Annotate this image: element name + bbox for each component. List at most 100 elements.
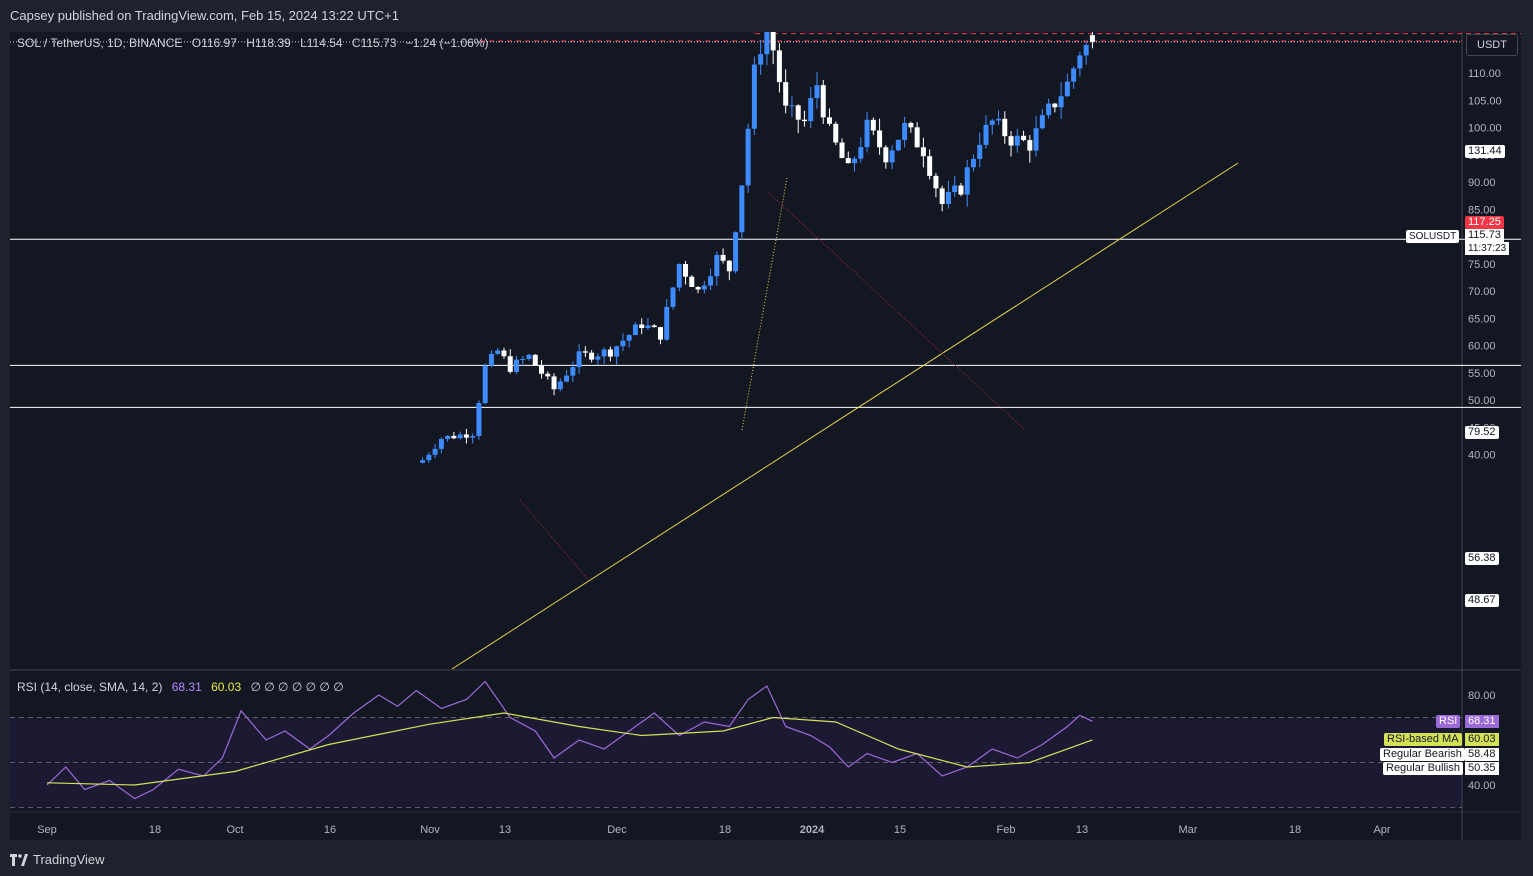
tradingview-logo[interactable]: TradingView bbox=[10, 852, 105, 867]
candle-body-15 bbox=[514, 359, 519, 372]
candle-body-96 bbox=[1021, 135, 1027, 141]
candle-body-79 bbox=[914, 127, 920, 148]
candle-body-23 bbox=[564, 375, 570, 382]
ascending-trendline bbox=[451, 162, 1239, 670]
candle-body-74 bbox=[883, 147, 889, 163]
candle-body-62 bbox=[808, 98, 814, 122]
candle-body-31 bbox=[614, 346, 620, 357]
rsi-bear-tag-value: 58.48 bbox=[1465, 748, 1499, 761]
candle-body-0 bbox=[420, 460, 426, 463]
rsi-tag-label: RSI bbox=[1436, 715, 1461, 728]
candle-body-39 bbox=[664, 306, 670, 340]
candle-body-76 bbox=[895, 139, 901, 151]
candle-body-107 bbox=[1089, 35, 1095, 42]
candle-body-71 bbox=[864, 119, 870, 148]
time-label-8: 2024 bbox=[800, 824, 825, 836]
footer: TradingView bbox=[0, 840, 1533, 876]
candle-body-95 bbox=[1014, 135, 1020, 146]
rsi-bear-tag-label: Regular Bearish bbox=[1380, 748, 1465, 761]
chart-area[interactable]: 145.00140.00135.00130.00125.00120.00110.… bbox=[10, 32, 1521, 840]
tradingview-icon bbox=[10, 853, 28, 866]
price-tick-7: 105.00 bbox=[1468, 95, 1502, 107]
candle-body-65 bbox=[827, 117, 832, 124]
candle-body-1 bbox=[426, 454, 432, 461]
candle-body-53 bbox=[751, 64, 757, 129]
candle-body-48 bbox=[720, 254, 726, 261]
price-tick-14: 65.00 bbox=[1468, 313, 1496, 325]
time-label-7: 18 bbox=[719, 824, 731, 836]
rsi-tick-0: 80.00 bbox=[1468, 690, 1496, 702]
symbol-title[interactable]: SOL / TetherUS, 1D, BINANCE bbox=[17, 36, 183, 50]
price-tick-6: 110.00 bbox=[1468, 68, 1501, 80]
rsi-bull-tag-label: Regular Bullish bbox=[1383, 762, 1463, 775]
rsi-ma-line bbox=[46, 712, 1093, 786]
candle-body-21 bbox=[551, 376, 557, 390]
currency-button[interactable]: USDT bbox=[1466, 34, 1518, 56]
time-label-13: 18 bbox=[1289, 824, 1301, 836]
candle-body-6 bbox=[457, 434, 463, 439]
rsi-line bbox=[46, 680, 1093, 800]
candle-body-47 bbox=[714, 254, 720, 277]
candle-body-98 bbox=[1033, 128, 1039, 151]
candle-body-19 bbox=[539, 365, 545, 374]
close-label: C bbox=[351, 36, 361, 50]
candle-body-32 bbox=[620, 340, 626, 347]
level-tag-56: 56.38 bbox=[1465, 552, 1499, 565]
candle-body-18 bbox=[532, 354, 538, 366]
candle-body-78 bbox=[908, 122, 914, 128]
candle-body-90 bbox=[983, 124, 989, 145]
candle-body-69 bbox=[852, 158, 858, 164]
candle-body-11 bbox=[488, 353, 494, 366]
impulse-dotted-line bbox=[741, 177, 788, 431]
candle-body-55 bbox=[764, 32, 770, 55]
candle-body-91 bbox=[989, 120, 995, 125]
candle-body-45 bbox=[701, 285, 707, 290]
candle-body-28 bbox=[595, 356, 601, 360]
candle-body-25 bbox=[576, 351, 582, 368]
level-tag-79: 79.52 bbox=[1465, 426, 1499, 439]
chart-canvas[interactable]: 145.00140.00135.00130.00125.00120.00110.… bbox=[10, 32, 1521, 840]
candle-body-9 bbox=[476, 403, 482, 436]
rsi-title[interactable]: RSI (14, close, SMA, 14, 2) bbox=[17, 680, 163, 694]
time-label-0: Sep bbox=[37, 824, 57, 836]
low-label: L bbox=[300, 36, 307, 50]
descending-dotted-trendline bbox=[767, 191, 1026, 431]
last-price-tag: 115.73 bbox=[1465, 229, 1504, 242]
candle-body-72 bbox=[870, 119, 876, 131]
candle-body-20 bbox=[545, 373, 551, 377]
candle-body-29 bbox=[601, 349, 607, 357]
time-label-14: Apr bbox=[1373, 824, 1390, 836]
price-tick-8: 100.00 bbox=[1468, 123, 1502, 135]
candle-body-7 bbox=[463, 434, 469, 438]
time-label-10: Feb bbox=[997, 824, 1016, 836]
candle-body-80 bbox=[920, 147, 926, 157]
candle-body-99 bbox=[1039, 115, 1045, 129]
price-tick-12: 75.00 bbox=[1468, 259, 1496, 271]
candle-body-77 bbox=[902, 122, 908, 140]
candle-body-44 bbox=[695, 286, 701, 290]
candle-body-105 bbox=[1077, 55, 1083, 69]
price-tick-19: 40.00 bbox=[1468, 450, 1496, 462]
symbol-legend: SOL / TetherUS, 1D, BINANCE O116.97 H118… bbox=[17, 36, 494, 50]
candle-body-60 bbox=[795, 105, 801, 120]
time-label-1: 18 bbox=[149, 824, 161, 836]
open-label: O bbox=[191, 36, 202, 50]
rsi-legend-value: 68.31 bbox=[171, 680, 202, 694]
time-label-6: Dec bbox=[607, 824, 627, 836]
candle-body-13 bbox=[501, 350, 507, 357]
candle-body-14 bbox=[507, 356, 513, 372]
candle-body-82 bbox=[933, 175, 939, 189]
candle-body-64 bbox=[820, 85, 826, 118]
candle-body-84 bbox=[945, 192, 951, 205]
candle-body-103 bbox=[1064, 81, 1070, 97]
price-tick-16: 55.00 bbox=[1468, 368, 1496, 380]
candle-body-68 bbox=[845, 157, 851, 164]
time-label-5: 13 bbox=[499, 824, 511, 836]
price-tick-10: 90.00 bbox=[1468, 177, 1496, 189]
candle-body-94 bbox=[1008, 136, 1014, 146]
time-label-11: 13 bbox=[1076, 824, 1088, 836]
candle-body-43 bbox=[689, 276, 695, 287]
candle-body-4 bbox=[445, 435, 451, 439]
candle-body-83 bbox=[939, 188, 945, 205]
candle-body-3 bbox=[438, 438, 444, 449]
